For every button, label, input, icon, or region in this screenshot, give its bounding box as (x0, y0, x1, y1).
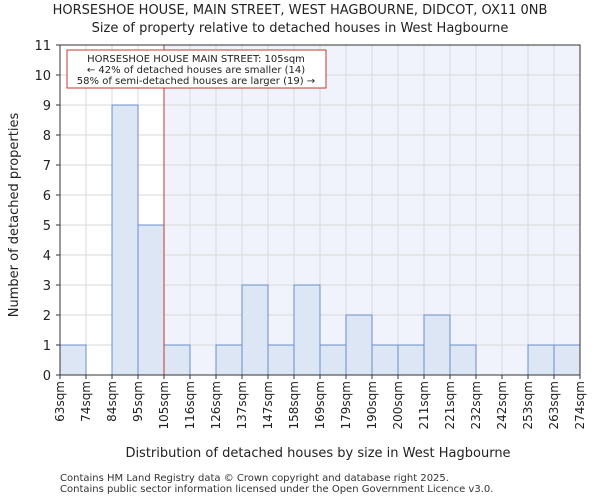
bar-84sqm (111, 104, 139, 376)
bar-63sqm (59, 344, 87, 376)
x-tick-label: 84sqm (105, 381, 119, 422)
footer-line-1: Contains HM Land Registry data © Crown c… (60, 473, 449, 484)
y-tick-label: 1 (43, 339, 51, 354)
y-tick-label: 0 (43, 369, 51, 384)
bar-221sqm (449, 344, 477, 376)
bar-190sqm (371, 344, 399, 376)
x-tick-label: 116sqm (183, 381, 197, 429)
y-axis-label: Number of detached properties (7, 113, 22, 318)
annotation-line-2: ← 42% of detached houses are smaller (14… (87, 65, 305, 76)
y-tick-label: 6 (43, 189, 51, 204)
x-tick-label: 179sqm (339, 381, 353, 429)
bar-211sqm (423, 314, 451, 376)
bar-105sqm (163, 344, 191, 376)
bar-253sqm (527, 344, 555, 376)
annotation-line-3: 58% of semi-detached houses are larger (… (77, 76, 315, 87)
bar-147sqm (267, 344, 295, 376)
bar-158sqm (293, 284, 321, 376)
y-tick-label: 3 (43, 279, 51, 294)
x-tick-label: 242sqm (495, 381, 509, 429)
x-tick-label: 211sqm (417, 381, 431, 429)
annotation-line-1: HORSESHOE HOUSE MAIN STREET: 105sqm (87, 54, 305, 65)
x-tick-label: 63sqm (53, 381, 67, 422)
x-tick-labels: 63sqm 74sqm 84sqm 95sqm 105sqm 116sqm 126sqm 13… (53, 375, 587, 429)
bar-263sqm (553, 344, 581, 376)
x-tick-label: 221sqm (443, 381, 457, 429)
x-axis-label: Distribution of detached houses by size … (125, 446, 510, 461)
x-tick-label: 95sqm (131, 381, 145, 422)
bar-95sqm (137, 224, 165, 376)
y-tick-label: 5 (43, 219, 51, 234)
x-tick-label: 169sqm (313, 381, 327, 429)
y-tick-label: 10 (34, 69, 51, 84)
annotation-box: HORSESHOE HOUSE MAIN STREET: 105sqm ← 42… (66, 49, 327, 89)
bar-137sqm (241, 284, 269, 376)
bar-169sqm (319, 344, 347, 376)
x-tick-label: 158sqm (287, 381, 301, 429)
bar-126sqm (215, 344, 243, 376)
x-tick-label: 126sqm (209, 381, 223, 429)
x-tick-label: 274sqm (573, 381, 587, 429)
footer: Contains HM Land Registry data © Crown c… (60, 473, 493, 495)
histogram-chart: 0 1 2 3 4 5 6 7 8 9 10 11 63sqm 74sqm 84sqm 95sqm 105sq… (7, 39, 587, 461)
y-tick-label: 4 (43, 249, 51, 264)
x-tick-label: 147sqm (261, 381, 275, 429)
x-tick-label: 232sqm (469, 381, 483, 429)
bar-179sqm (345, 314, 373, 376)
x-tick-label: 253sqm (521, 381, 535, 429)
chart-title-block: HORSESHOE HOUSE, MAIN STREET, WEST HAGBO… (0, 2, 600, 38)
x-tick-label: 137sqm (235, 381, 249, 429)
y-tick-label: 7 (43, 159, 51, 174)
bar-200sqm (397, 344, 425, 376)
y-tick-label: 9 (43, 99, 51, 114)
bars (59, 104, 581, 376)
y-tick-labels: 0 1 2 3 4 5 6 7 8 9 10 11 (34, 39, 60, 384)
y-tick-label: 11 (34, 39, 51, 54)
y-tick-label: 2 (43, 309, 51, 324)
x-tick-label: 105sqm (157, 381, 171, 429)
y-tick-label: 8 (43, 129, 51, 144)
x-tick-label: 74sqm (79, 381, 93, 422)
chart-subtitle: Size of property relative to detached ho… (91, 21, 509, 36)
x-tick-label: 190sqm (365, 381, 379, 429)
footer-line-2: Contains public sector information licen… (60, 484, 494, 495)
x-tick-label: 200sqm (391, 381, 405, 429)
x-tick-label: 263sqm (547, 381, 561, 429)
chart-title: HORSESHOE HOUSE, MAIN STREET, WEST HAGBO… (52, 3, 548, 18)
